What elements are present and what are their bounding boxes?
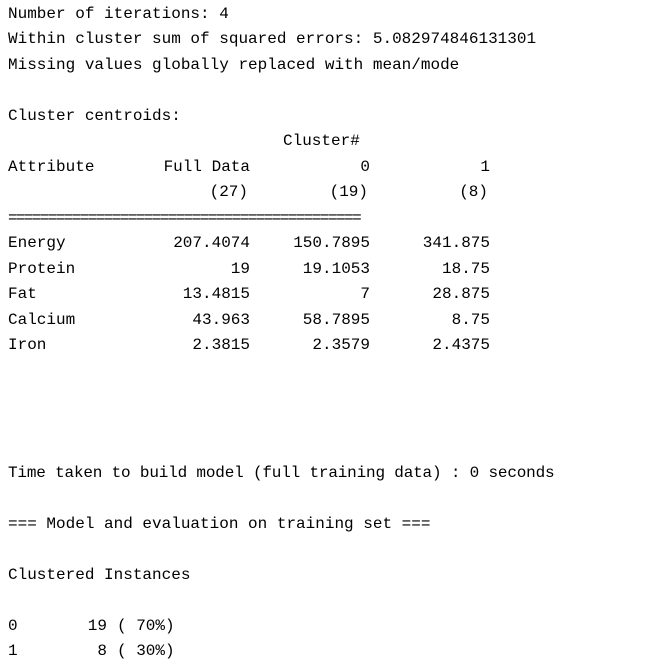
row-value-full-data: 2.3815 <box>192 336 250 354</box>
column-header-cluster-1: 1 <box>480 158 490 176</box>
column-count-full-data: (27) <box>209 183 248 201</box>
column-header-full-data: Full Data <box>163 158 250 176</box>
row-attribute: Energy <box>8 234 66 252</box>
evaluation-header: === Model and evaluation on training set… <box>8 515 431 533</box>
column-count-cluster-1: (8) <box>459 183 488 201</box>
row-value-full-data: 207.4074 <box>173 234 250 252</box>
clustered-instances-title: Clustered Instances <box>8 566 191 584</box>
missing-values-line: Missing values globally replaced with me… <box>8 56 460 74</box>
column-count-cluster-0: (19) <box>329 183 368 201</box>
row-attribute: Iron <box>8 336 47 354</box>
row-value-cluster-1: 28.875 <box>432 285 490 303</box>
attribute-header: Attribute <box>8 158 95 176</box>
clustered-cluster-id: 0 <box>8 617 18 635</box>
row-value-cluster-0: 7 <box>360 285 370 303</box>
row-value-full-data: 43.963 <box>192 311 250 329</box>
clustered-cluster-id: 1 <box>8 642 18 660</box>
cluster-number-label: Cluster# <box>283 132 360 150</box>
row-attribute: Calcium <box>8 311 76 329</box>
clustered-count: 19 <box>87 617 107 635</box>
clustered-percent: ( 70%) <box>117 617 175 635</box>
row-value-cluster-0: 58.7895 <box>302 311 370 329</box>
row-value-full-data: 19 <box>230 260 250 278</box>
row-value-cluster-1: 18.75 <box>441 260 490 278</box>
row-value-cluster-1: 8.75 <box>451 311 490 329</box>
sse-line: Within cluster sum of squared errors: 5.… <box>8 30 537 48</box>
column-header-cluster-0: 0 <box>360 158 370 176</box>
row-value-cluster-0: 2.3579 <box>312 336 370 354</box>
clustered-percent: ( 30%) <box>117 642 175 660</box>
row-value-cluster-1: 341.875 <box>422 234 490 252</box>
row-value-cluster-1: 2.4375 <box>432 336 490 354</box>
row-attribute: Protein <box>8 260 76 278</box>
centroids-separator: ========================================… <box>8 209 362 227</box>
row-value-cluster-0: 19.1053 <box>302 260 370 278</box>
clustered-count: 8 <box>97 642 107 660</box>
time-taken-line: Time taken to build model (full training… <box>8 464 555 482</box>
iterations-line: Number of iterations: 4 <box>8 5 229 23</box>
row-value-cluster-0: 150.7895 <box>293 234 370 252</box>
row-attribute: Fat <box>8 285 37 303</box>
row-value-full-data: 13.4815 <box>182 285 250 303</box>
centroids-title: Cluster centroids: <box>8 107 181 125</box>
